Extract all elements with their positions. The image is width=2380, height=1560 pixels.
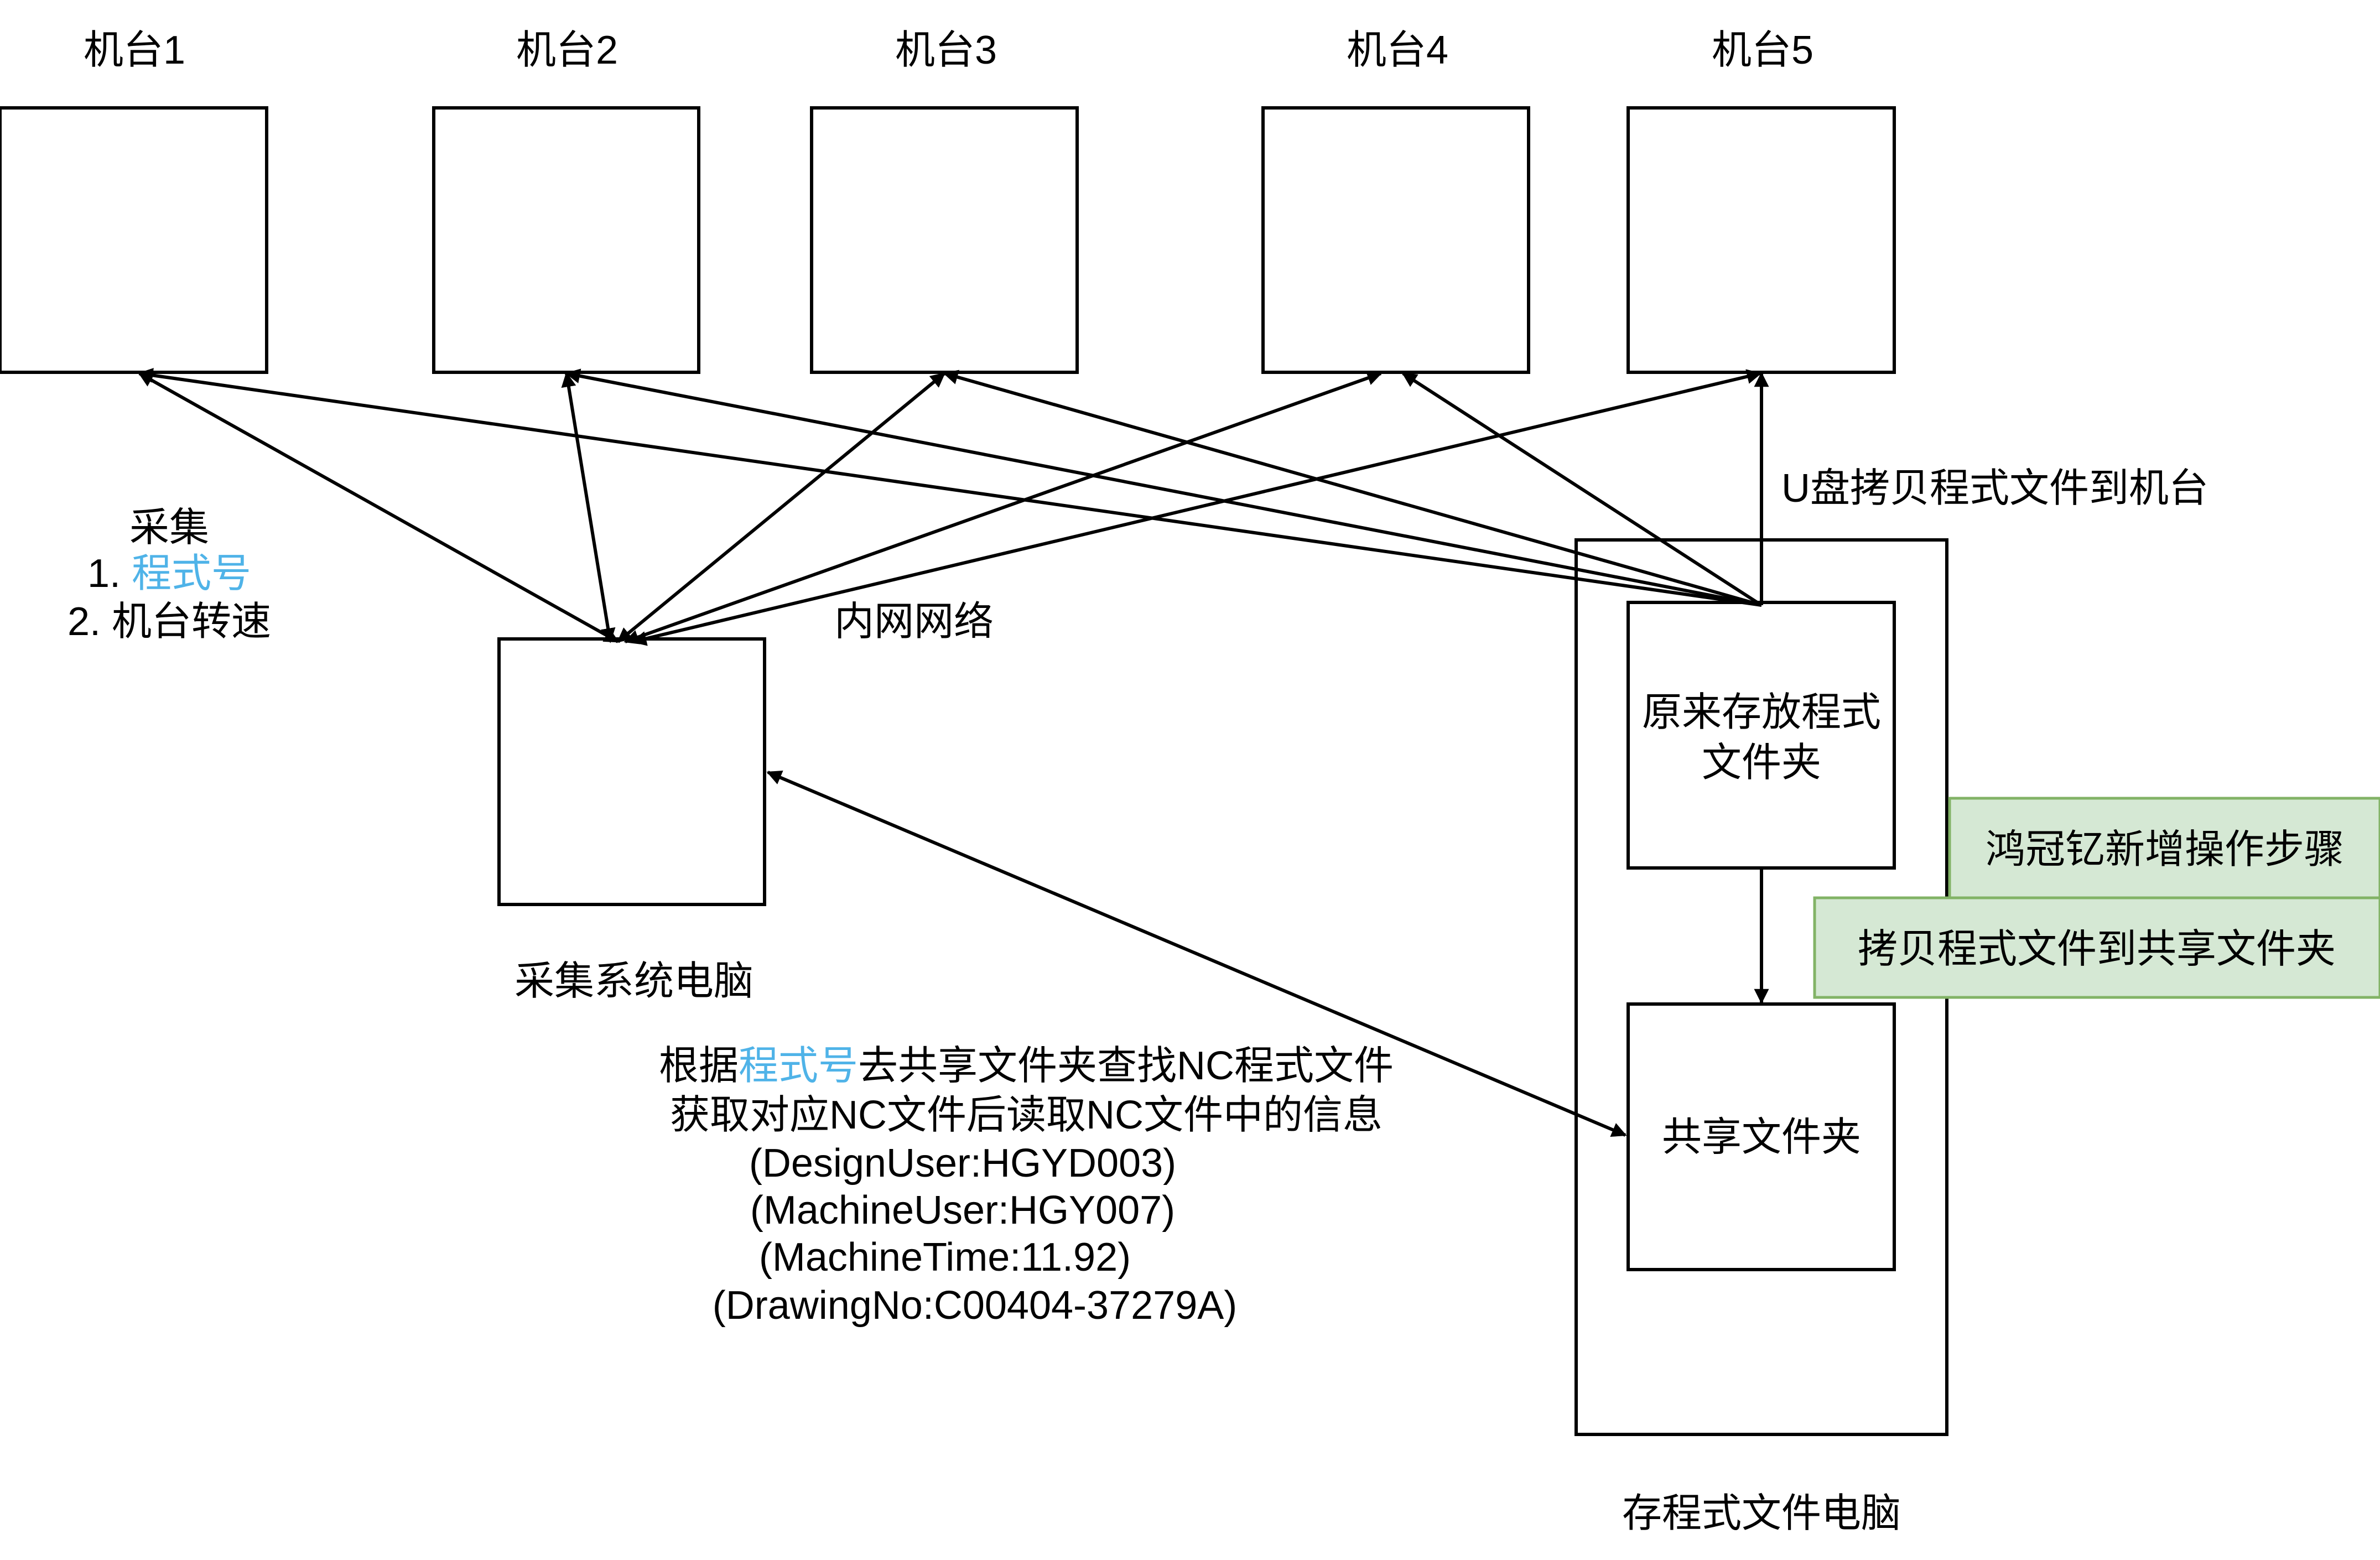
- copy-step-note-box: [1813, 896, 2380, 999]
- machine-1-label: 机台1: [84, 28, 185, 72]
- machine-4-box[interactable]: [1261, 106, 1530, 374]
- machine-3-box[interactable]: [810, 106, 1079, 374]
- collect-item-1: 1. 程式号: [87, 552, 251, 596]
- machine-2-label: 机台2: [516, 28, 618, 72]
- edge-storage-machine2: [565, 368, 1762, 607]
- shared-folder-label: 共享文件夹: [1662, 1115, 1861, 1159]
- lookup-line-1-highlight: 程式号: [739, 1044, 858, 1088]
- edge-collector-machine1: [138, 372, 620, 643]
- edge-storage-machine3: [943, 370, 1762, 607]
- lookup-field-machine-user: (MachineUser:HGY007): [750, 1188, 1175, 1233]
- machine-5-box[interactable]: [1626, 106, 1896, 374]
- added-steps-note: 鸿冠钇新增操作步骤: [1986, 828, 2344, 872]
- collector-pc-label: 采集系统电脑: [515, 959, 754, 1003]
- machine-4-label: 机台4: [1347, 28, 1448, 72]
- machine-2-box[interactable]: [432, 106, 700, 374]
- usb-copy-label: U盘拷贝程式文件到机台: [1781, 466, 2208, 511]
- lookup-line-1: 根据程式号去共享文件夹查找NC程式文件: [659, 1044, 1394, 1088]
- collector-pc-box[interactable]: [497, 637, 766, 906]
- machine-3-label: 机台3: [895, 28, 997, 72]
- lookup-field-drawing-no: (DrawingNo:C00404-37279A): [713, 1283, 1238, 1328]
- collect-item-2: 2. 机台转速: [67, 600, 271, 644]
- lookup-line-1-prefix: 根据: [659, 1044, 739, 1088]
- machine-5-label: 机台5: [1712, 28, 1813, 72]
- lookup-field-design-user: (DesignUser:HGYD003): [749, 1141, 1176, 1185]
- edge-storage-machine4: [1401, 372, 1763, 607]
- collect-title: 采集: [129, 506, 209, 550]
- storage-pc-label: 存程式文件电脑: [1622, 1491, 1901, 1536]
- lookup-field-machine-time: (MachineTime:11.92): [759, 1235, 1131, 1280]
- added-steps-note-box: [1948, 797, 2380, 899]
- edge-collector-machine4: [623, 371, 1383, 644]
- shared-folder-box[interactable]: [1626, 1002, 1896, 1271]
- original-folder-box[interactable]: [1626, 601, 1896, 870]
- edge-storage-machine1: [138, 368, 1762, 607]
- edge-collector-machine2: [561, 372, 616, 643]
- lookup-line-2: 获取对应NC文件后读取NC文件中的信息: [670, 1093, 1383, 1137]
- machine-1-box[interactable]: [0, 106, 268, 374]
- original-folder-label-line2: 文件夹: [1702, 741, 1821, 785]
- copy-step-note: 拷贝程式文件到共享文件夹: [1858, 927, 2336, 971]
- collect-item-1-prefix: 1.: [87, 552, 132, 596]
- lookup-line-1-suffix: 去共享文件夹查找NC程式文件: [858, 1044, 1394, 1088]
- edge-collector-machine5: [631, 369, 1762, 646]
- original-folder-label-line1: 原来存放程式: [1642, 690, 1881, 735]
- network-label: 内网网络: [834, 600, 994, 644]
- collect-item-1-highlight: 程式号: [132, 552, 251, 596]
- edge-collector-shared: [766, 771, 1627, 1137]
